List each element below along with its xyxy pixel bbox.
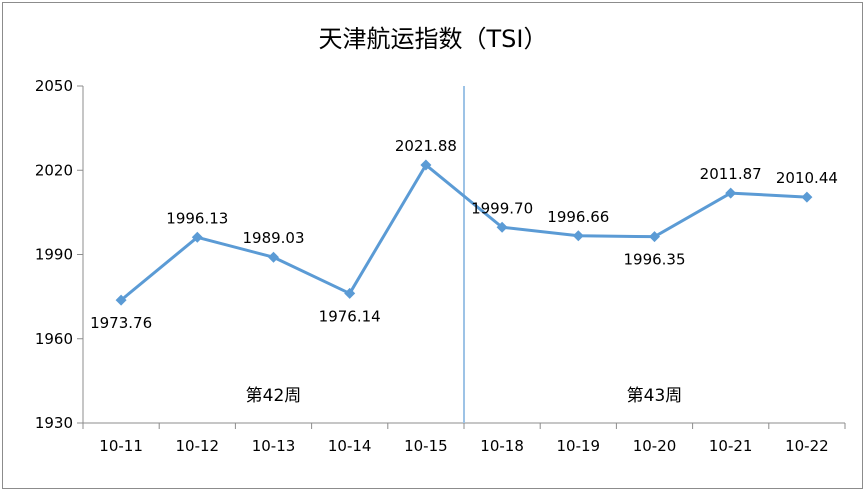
data-point-marker [268, 251, 279, 263]
data-point-marker [420, 159, 432, 171]
data-point-marker [115, 294, 127, 306]
data-label: 1996.35 [623, 251, 685, 269]
y-tick-label: 2050 [35, 77, 73, 95]
data-point-marker [344, 287, 356, 299]
data-point-marker [649, 231, 660, 243]
data-point-marker [496, 221, 508, 233]
tsi-line-chart: 天津航运指数（TSI） 1930 1960 1990 2020 2050 10-11 10-… [35, 25, 846, 455]
x-tick-label: 10-11 [99, 437, 143, 455]
y-tick-label: 2020 [35, 161, 73, 179]
y-tick-label: 1930 [35, 414, 73, 432]
x-tick-label: 10-14 [328, 437, 372, 455]
y-tick-label: 1990 [35, 246, 73, 264]
chart-title: 天津航运指数（TSI） [319, 25, 548, 53]
data-point-marker [801, 191, 813, 203]
x-tick-label: 10-15 [404, 437, 448, 455]
x-tick-label: 10-19 [557, 437, 601, 455]
data-label: 1999.70 [471, 199, 533, 217]
data-label: 1973.76 [90, 314, 152, 332]
x-tick-label: 10-21 [709, 437, 753, 455]
week-group-label: 第43周 [627, 386, 683, 406]
data-label: 2011.87 [700, 165, 762, 183]
y-tick-label: 1960 [35, 330, 73, 348]
data-point-marker [572, 230, 584, 242]
week-group-label: 第42周 [246, 386, 302, 406]
x-tick-label: 10-18 [480, 437, 524, 455]
data-point-marker [725, 187, 737, 199]
data-label: 1996.66 [547, 208, 609, 226]
x-tick-label: 10-22 [785, 437, 829, 455]
x-tick-label: 10-13 [252, 437, 296, 455]
series-line [120, 163, 807, 302]
data-label: 2010.44 [776, 169, 838, 187]
x-tick-label: 10-12 [176, 437, 220, 455]
data-label: 2021.88 [395, 137, 457, 155]
data-label: 1989.03 [242, 229, 304, 247]
data-label: 1976.14 [319, 307, 381, 325]
x-tick-label: 10-20 [633, 437, 677, 455]
data-label: 1996.13 [166, 209, 228, 227]
data-point-marker [191, 231, 203, 243]
